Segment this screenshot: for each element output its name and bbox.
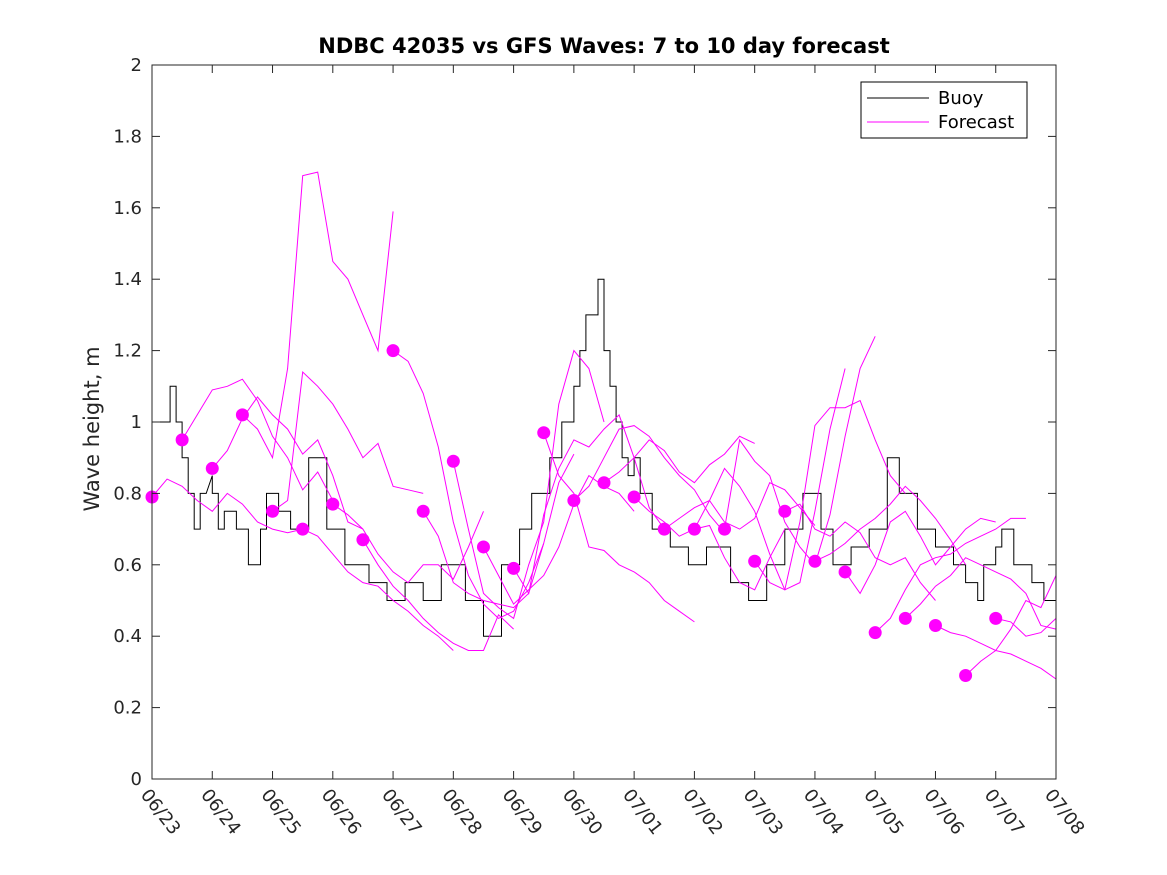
forecast-line-2 [181,378,334,501]
y-tick-label: 0 [131,769,142,790]
forecast-line-15 [573,425,725,534]
forecast-point [175,433,189,447]
forecast-point [386,344,400,358]
forecast-line-18 [664,482,816,530]
forecast-point [718,522,732,536]
forecast-point [868,626,882,640]
forecast-point [416,504,430,518]
forecast-line-7 [332,503,484,584]
y-tick-label: 0.6 [113,555,142,576]
forecast-line-11 [452,349,605,620]
y-tick-label: 0.2 [113,698,142,719]
forecast-line-1 [151,478,303,534]
forecast-point [748,554,762,568]
forecast-line-10 [422,453,575,609]
forecast-line-23 [814,485,967,566]
forecast-point [808,554,822,568]
forecast-line-3 [211,396,364,530]
forecast-point [235,408,249,422]
forecast-line-12 [483,474,635,605]
forecast-line-28 [965,649,1057,680]
forecast-line-21 [754,399,906,591]
forecast-point [838,565,852,579]
forecast-line-26 [904,557,1057,630]
buoy-line [152,278,1056,637]
forecast-line-5 [272,370,424,512]
y-tick-label: 1.6 [113,198,142,219]
forecast-line-24 [844,510,996,595]
forecast-line-16 [603,435,755,484]
forecast-point [567,494,581,508]
forecast-point [296,522,310,536]
y-tick-label: 1.8 [113,126,142,147]
y-tick-label: 1.4 [113,269,142,290]
forecast-line-22 [784,503,936,601]
forecast-point [687,522,701,536]
forecast-point [898,611,912,625]
forecast-point [537,426,551,440]
forecast-point [778,504,792,518]
forecast-point [928,618,942,632]
legend-buoy-label: Buoy [938,88,984,109]
forecast-line-29 [995,617,1057,637]
y-tick-label: 2 [131,55,142,76]
forecast-point [266,504,280,518]
y-axis-label: Wave height, m [80,346,104,511]
y-tick-label: 0.8 [113,483,142,504]
forecast-line-4 [242,171,394,460]
forecast-point [959,668,973,682]
legend-box [860,81,1028,139]
forecast-line-13 [513,414,665,595]
forecast-line-17 [633,496,786,591]
plot-area [145,171,1057,682]
forecast-point [627,490,641,504]
forecast-line-19 [693,368,846,591]
forecast-point [989,611,1003,625]
forecast-point [476,540,490,554]
forecast-point [326,497,340,511]
forecast-line-14 [543,432,695,623]
forecast-line-20 [724,336,876,566]
y-tick-label: 0.4 [113,626,142,647]
chart-title: NDBC 42035 vs GFS Waves: 7 to 10 day for… [318,34,889,58]
y-tick-label: 1 [131,412,142,433]
forecast-line-6 [302,528,454,651]
y-tick-label: 1.2 [113,341,142,362]
forecast-point [507,561,521,575]
legend-forecast-label: Forecast [938,112,1014,133]
forecast-line-8 [362,539,514,651]
forecast-point [205,461,219,475]
forecast-point [356,533,370,547]
forecast-line-25 [874,517,1026,633]
legend: Buoy Forecast [860,81,1028,139]
forecast-point [657,522,671,536]
forecast-point [597,476,611,490]
forecast-point [446,454,460,468]
